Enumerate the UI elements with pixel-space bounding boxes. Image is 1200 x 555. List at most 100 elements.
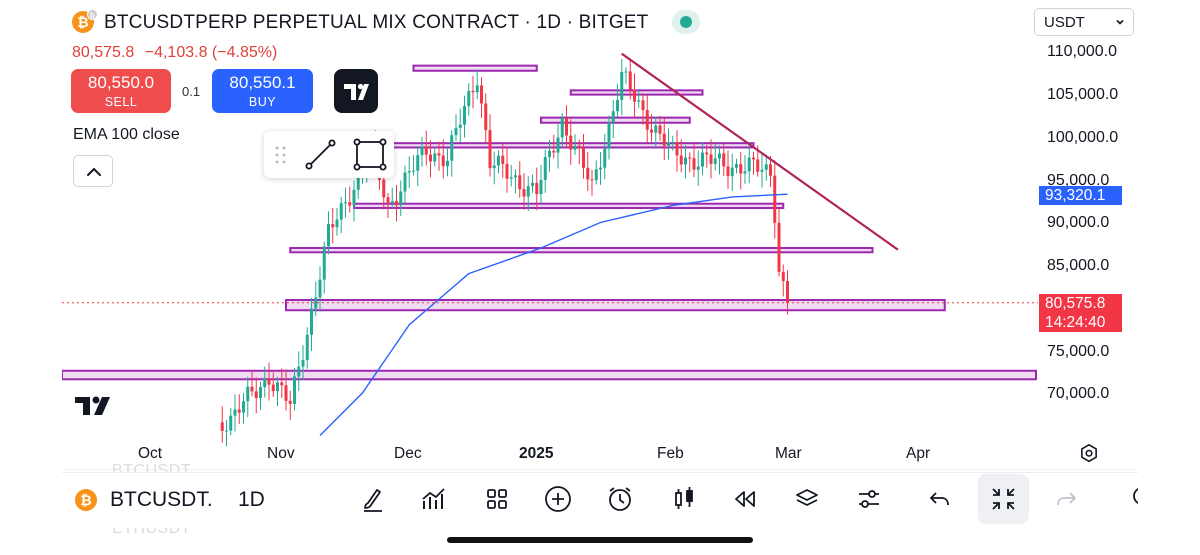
plus-circle-icon bbox=[545, 486, 571, 512]
candle-body bbox=[492, 165, 496, 169]
candle-body bbox=[437, 153, 441, 156]
candle-body bbox=[514, 175, 517, 178]
plot-area bbox=[62, 0, 1038, 470]
candle-body bbox=[463, 106, 466, 125]
time-axis-label: Oct bbox=[138, 445, 163, 462]
candle-body bbox=[786, 281, 789, 303]
candle-body bbox=[709, 154, 713, 164]
timeframe-selector[interactable]: 1D bbox=[238, 488, 265, 511]
sliders-icon bbox=[859, 490, 879, 508]
candle-body bbox=[276, 382, 279, 392]
candle-body bbox=[509, 177, 513, 179]
candle-body bbox=[543, 157, 547, 180]
candle-body bbox=[386, 197, 390, 203]
candle-body bbox=[344, 202, 347, 204]
rectangle-tool-icon[interactable] bbox=[353, 138, 387, 171]
candle-body bbox=[416, 155, 420, 171]
candle-body bbox=[650, 129, 653, 133]
currency-select[interactable]: USDT bbox=[1034, 8, 1134, 36]
home-indicator bbox=[447, 537, 753, 543]
redo-button[interactable] bbox=[1048, 481, 1084, 517]
indicators-button[interactable] bbox=[416, 481, 452, 517]
collapse-legend-button[interactable] bbox=[73, 155, 113, 187]
spread-value: 0.1 bbox=[182, 84, 201, 99]
time-axis-label: Feb bbox=[657, 445, 684, 462]
candle-body bbox=[662, 133, 666, 146]
candle-body bbox=[607, 122, 611, 149]
more-button[interactable] bbox=[1124, 481, 1138, 517]
candle-body bbox=[433, 153, 437, 162]
sell-button[interactable]: 80,550.0 SELL bbox=[71, 69, 171, 113]
alerts-button[interactable] bbox=[602, 481, 638, 517]
candle-body bbox=[671, 141, 675, 143]
candle-body bbox=[412, 170, 415, 172]
candle-body bbox=[237, 409, 241, 413]
candle-body bbox=[488, 130, 492, 169]
fullscreen-exit-button[interactable] bbox=[978, 474, 1029, 524]
candle-body bbox=[246, 386, 250, 402]
price-chart[interactable] bbox=[0, 0, 1200, 470]
candle-body bbox=[560, 117, 564, 138]
time-axis-label: Apr bbox=[906, 445, 931, 462]
price-change: −4,103.8 bbox=[144, 44, 208, 61]
candle-body bbox=[284, 385, 288, 401]
drawing-tools-button[interactable] bbox=[355, 481, 391, 517]
candle-body bbox=[424, 146, 428, 155]
candle-body bbox=[730, 167, 734, 177]
add-button[interactable] bbox=[540, 481, 576, 517]
currency-value: USDT bbox=[1044, 14, 1085, 31]
candle-body bbox=[679, 155, 683, 165]
candle-body bbox=[548, 150, 551, 158]
candle-body bbox=[263, 378, 267, 388]
candle-body bbox=[552, 150, 556, 153]
ohlc-change: 80,575.8 −4,103.8 (−4.85%) bbox=[72, 44, 277, 62]
candle-body bbox=[773, 175, 777, 223]
candle-body bbox=[259, 387, 262, 398]
candle-body bbox=[692, 158, 696, 170]
candle-body bbox=[331, 224, 335, 228]
candles-icon bbox=[675, 487, 693, 509]
candle-countdown: 14:24:40 bbox=[1039, 313, 1122, 332]
candle-body bbox=[701, 152, 704, 167]
candle-body bbox=[480, 85, 483, 104]
candle-body bbox=[356, 170, 360, 190]
descending-trendline bbox=[621, 52, 899, 251]
buy-price: 80,550.1 bbox=[229, 73, 296, 92]
bitcoin-icon: ₿ bbox=[75, 489, 97, 511]
candle-body bbox=[339, 203, 343, 220]
tradingview-logo-icon[interactable] bbox=[334, 69, 378, 113]
indicator-legend[interactable]: EMA 100 close bbox=[73, 126, 180, 143]
layouts-button[interactable] bbox=[479, 481, 515, 517]
chart-settings-icon[interactable] bbox=[1078, 443, 1100, 465]
candle-body bbox=[582, 148, 585, 168]
candle-body bbox=[535, 182, 539, 195]
drag-handle-icon[interactable] bbox=[275, 146, 286, 164]
candle-body bbox=[769, 164, 772, 176]
last-price: 80,575.8 bbox=[72, 44, 135, 61]
symbol-selector[interactable]: BTCUSDT. bbox=[110, 488, 213, 511]
support-resistance-zone bbox=[540, 116, 691, 124]
undo-button[interactable] bbox=[922, 481, 958, 517]
candle-body bbox=[310, 308, 313, 335]
candle-body bbox=[752, 157, 755, 160]
replay-button[interactable] bbox=[727, 481, 763, 517]
candle-body bbox=[475, 85, 479, 93]
candle-body bbox=[305, 334, 309, 361]
indicators-icon bbox=[422, 488, 445, 509]
price-axis-label: 100,000.0 bbox=[1047, 129, 1119, 146]
object-tree-button[interactable] bbox=[789, 481, 825, 517]
settings-button[interactable] bbox=[851, 481, 887, 517]
candle-body bbox=[352, 189, 356, 206]
candle-body bbox=[688, 157, 692, 159]
candle-body bbox=[293, 376, 296, 404]
candle-body bbox=[225, 430, 228, 432]
candle-body bbox=[628, 71, 632, 90]
candle-body bbox=[675, 141, 679, 156]
buy-button[interactable]: 80,550.1 BUY bbox=[212, 69, 313, 113]
chart-type-button[interactable] bbox=[666, 481, 702, 517]
candle-body bbox=[327, 224, 330, 247]
candle-body bbox=[743, 171, 747, 174]
time-axis-label: Mar bbox=[775, 445, 802, 462]
trend-line-tool-icon[interactable] bbox=[305, 139, 336, 170]
